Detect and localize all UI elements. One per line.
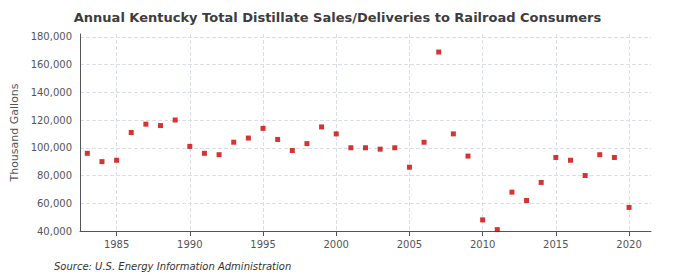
svg-text:2020: 2020 (616, 239, 641, 250)
svg-text:1990: 1990 (177, 239, 202, 250)
svg-text:160,000: 160,000 (31, 59, 72, 70)
svg-text:1995: 1995 (250, 239, 275, 250)
svg-text:140,000: 140,000 (31, 87, 72, 98)
svg-text:1985: 1985 (104, 239, 129, 250)
svg-text:Thousand Gallons: Thousand Gallons (8, 83, 21, 182)
svg-text:40,000: 40,000 (37, 226, 72, 237)
svg-text:2005: 2005 (397, 239, 422, 250)
svg-text:120,000: 120,000 (31, 115, 72, 126)
svg-text:80,000: 80,000 (37, 170, 72, 181)
svg-text:Source: U.S. Energy Informatio: Source: U.S. Energy Information Administ… (54, 261, 291, 272)
svg-text:2010: 2010 (470, 239, 495, 250)
svg-text:Annual Kentucky Total Distilla: Annual Kentucky Total Distillate Sales/D… (74, 10, 602, 25)
svg-text:100,000: 100,000 (31, 142, 72, 153)
svg-text:2000: 2000 (323, 239, 348, 250)
svg-text:2015: 2015 (543, 239, 568, 250)
svg-text:60,000: 60,000 (37, 198, 72, 209)
svg-text:180,000: 180,000 (31, 31, 72, 42)
